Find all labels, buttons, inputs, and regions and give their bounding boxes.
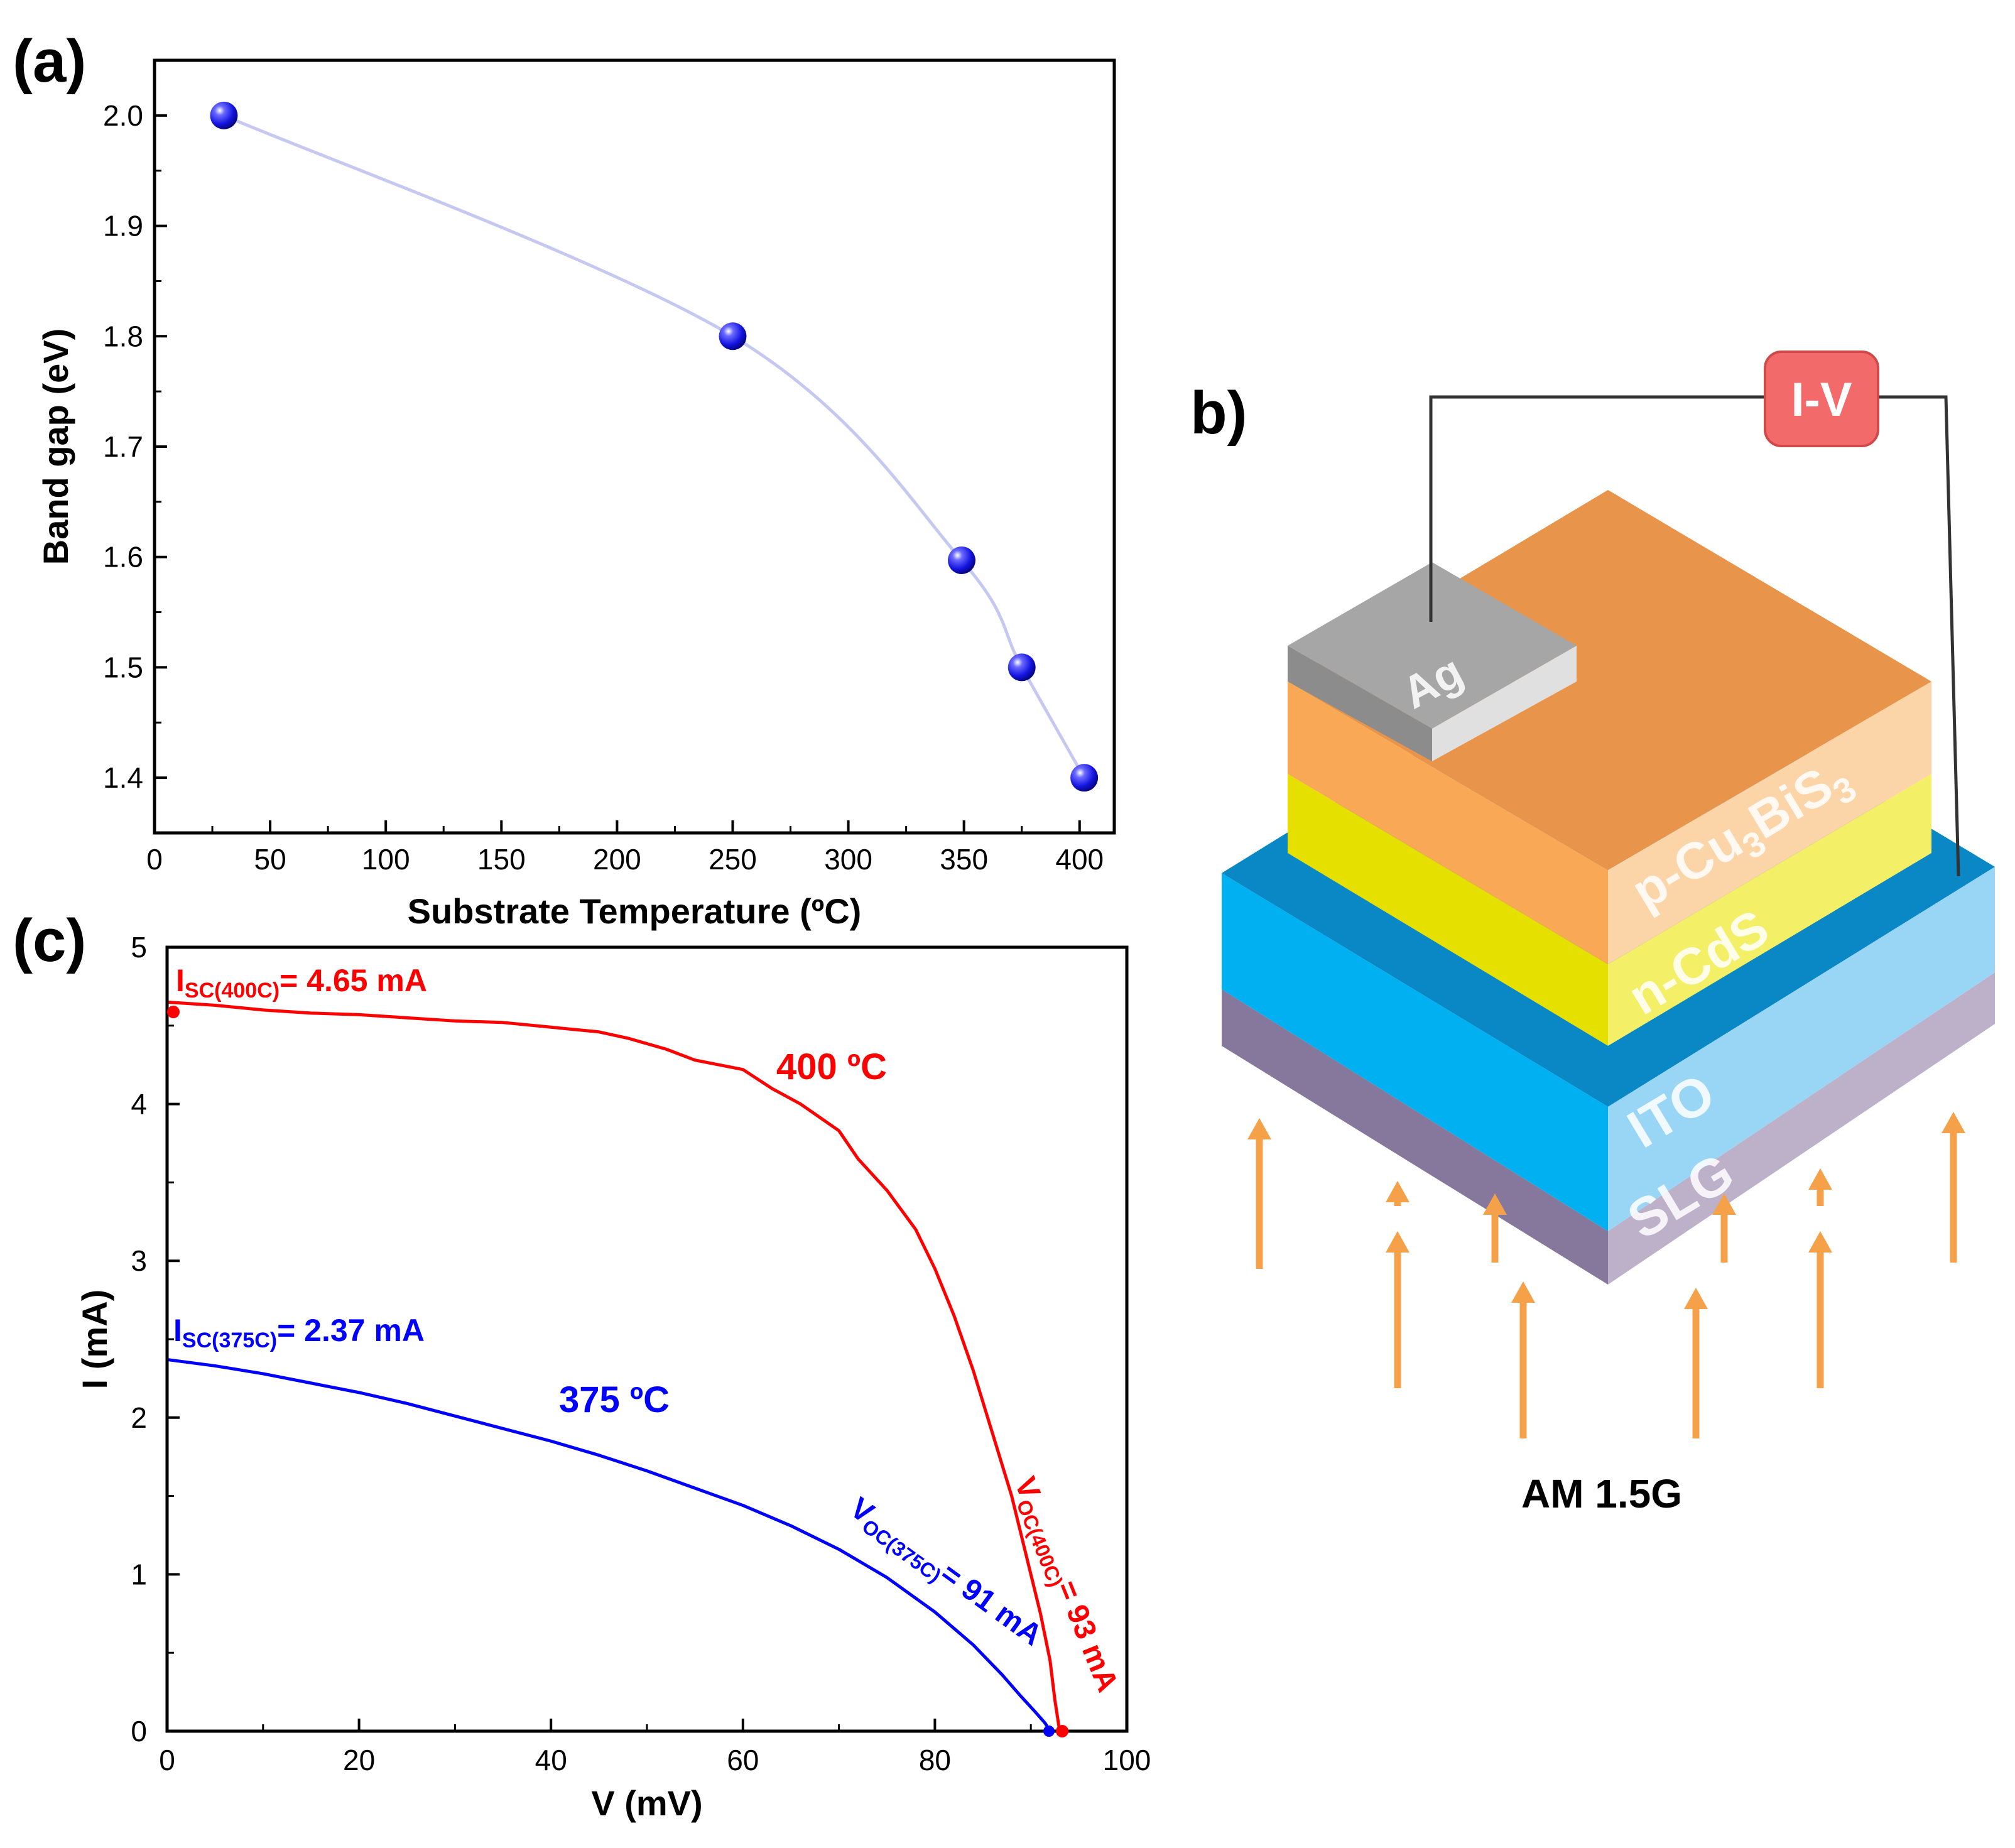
panel-c-y-tick-label: 0 — [131, 1715, 147, 1747]
iv-curve-400c — [166, 1000, 1062, 1732]
cu3bis3-layer-front-right — [1608, 682, 1931, 964]
voc-400-point — [1056, 1725, 1068, 1737]
panel-c-x-tick-label: 80 — [919, 1744, 951, 1776]
panel-c-x-tick-label: 60 — [727, 1744, 759, 1776]
panel-a-x-tick-label: 350 — [940, 843, 988, 876]
series-400-label: 400 ºC — [776, 1046, 887, 1087]
wire-left — [1429, 395, 1765, 622]
panel-c-x-axis-title: V (mV) — [591, 1783, 702, 1823]
panel-c-y-tick-label: 1 — [131, 1558, 147, 1590]
panel-c-y-tick-label: 2 — [131, 1401, 147, 1434]
panel-a-y-tick-label: 2.0 — [103, 99, 143, 132]
panel-c-x-tick-label: 0 — [159, 1744, 175, 1776]
panel-a-x-tick-label: 400 — [1055, 843, 1104, 876]
panel-a-axes-frame — [153, 58, 1116, 835]
light-arrow-head — [1386, 1181, 1409, 1202]
wire-right — [1878, 395, 1960, 877]
panel-a-y-tick-label: 1.9 — [103, 210, 143, 242]
panel-c-x-ticks: 0 20 40 60 80 100 — [159, 1719, 1151, 1776]
light-arrow-head — [1808, 1231, 1832, 1253]
band-gap-points — [210, 101, 1099, 792]
iv-curve-375c — [166, 1357, 1051, 1732]
band-gap-point — [1007, 653, 1036, 682]
slg-layer-front-right — [1608, 972, 1995, 1285]
panel-a-y-tick-label: 1.5 — [103, 651, 143, 683]
iv-curves — [166, 1000, 1062, 1732]
band-gap-point — [719, 322, 747, 351]
ito-layer-front-right — [1608, 867, 1995, 1231]
iv-meter-box — [1764, 351, 1879, 447]
panel-b: b) I-V Ag p-Cu3BiS3 n-CdS ITO SLG AM 1.5… — [1190, 351, 1995, 1516]
panel-c-x-tick-label: 20 — [343, 1744, 375, 1776]
band-gap-fit-line — [223, 114, 1086, 779]
isc-400-annotation: ISC(400C)= 4.65 mA — [176, 963, 427, 1003]
panel-a-x-tick-label: 50 — [254, 843, 286, 876]
isc-375-annotation: ISC(375C)= 2.37 mA — [173, 1313, 425, 1352]
band-gap-fit-curve — [223, 114, 1086, 779]
panel-a-y-ticks: 1.4 1.5 1.6 1.7 1.8 1.9 2.0 — [103, 59, 167, 834]
isc-400-point — [167, 1006, 180, 1018]
panel-a-x-tick-label: 0 — [146, 843, 163, 876]
panel-c-x-tick-label: 40 — [535, 1744, 567, 1776]
light-arrow-head — [1511, 1281, 1535, 1303]
band-gap-point — [210, 101, 238, 129]
illumination-arrows — [1247, 1112, 1965, 1438]
ag-contact-front-left — [1288, 646, 1432, 761]
voc-400-annotation: VOC(400C)= 93 mA — [1004, 1472, 1124, 1698]
panel-a-y-tick-label: 1.8 — [103, 320, 143, 352]
ag-contact-front-right — [1432, 646, 1577, 761]
ito-layer-front-left — [1222, 873, 1608, 1231]
panel-a-x-tick-label: 100 — [362, 843, 410, 876]
panel-a-x-tick-label: 200 — [593, 843, 641, 876]
panel-c-y-ticks: 0 1 2 3 4 5 — [131, 931, 180, 1747]
cds-layer-front-left — [1288, 774, 1608, 1046]
panel-a-x-tick-label: 150 — [477, 843, 526, 876]
cds-layer-front-right — [1608, 774, 1931, 1046]
panel-c-y-axis-title: I (mA) — [75, 1290, 114, 1389]
slg-layer-front-left — [1222, 989, 1608, 1285]
panel-a-y-tick-label: 1.4 — [103, 761, 143, 794]
panel-a-y-tick-label: 1.7 — [103, 430, 143, 463]
panel-a: (a) 0 50 100 150 200 250 300 350 400 1.41.51.61.… — [13, 28, 1116, 931]
panel-a-x-tick-label: 300 — [824, 843, 872, 876]
panel-c-x-tick-label: 100 — [1103, 1744, 1151, 1776]
panel-a-label: (a) — [13, 28, 86, 95]
voc-375-point — [1043, 1726, 1055, 1737]
series-375-label: 375 ºC — [559, 1379, 670, 1420]
panel-a-y-axis-title: Band gap (eV) — [36, 329, 75, 565]
panel-c-y-tick-label: 3 — [131, 1244, 147, 1277]
panel-a-x-axis-title: Substrate Temperature (ºC) — [408, 891, 862, 931]
band-gap-point — [1070, 764, 1099, 792]
light-arrow-head — [1483, 1193, 1507, 1215]
panel-b-label: b) — [1190, 379, 1247, 447]
light-arrow-head — [1386, 1231, 1409, 1253]
panel-a-y-tick-label: 1.6 — [103, 541, 143, 573]
light-arrow-head — [1808, 1168, 1832, 1190]
light-arrow-head — [1942, 1112, 1965, 1133]
iv-meter-label: I-V — [1791, 373, 1852, 427]
light-arrow-head — [1684, 1288, 1708, 1309]
illumination-label: AM 1.5G — [1521, 1471, 1682, 1516]
panel-a-x-tick-label: 250 — [709, 843, 757, 876]
panel-c-y-tick-label: 5 — [131, 931, 147, 964]
cu3bis3-layer-top — [1288, 490, 1931, 870]
ag-contact-top — [1288, 562, 1577, 729]
cu3bis3-layer-front-left — [1288, 682, 1608, 964]
light-arrow-head — [1712, 1193, 1736, 1215]
band-gap-point — [947, 546, 975, 574]
panel-c-y-tick-label: 4 — [131, 1088, 147, 1121]
panel-c-label: (c) — [13, 907, 86, 974]
panel-a-x-ticks: 0 50 100 150 200 250 300 350 400 — [146, 820, 1104, 876]
panel-c: (c) 0 20 40 60 80 100 0 1 2 3 4 5 ISC(400C)= 4.65 … — [13, 907, 1151, 1823]
light-arrow-head — [1247, 1118, 1271, 1139]
